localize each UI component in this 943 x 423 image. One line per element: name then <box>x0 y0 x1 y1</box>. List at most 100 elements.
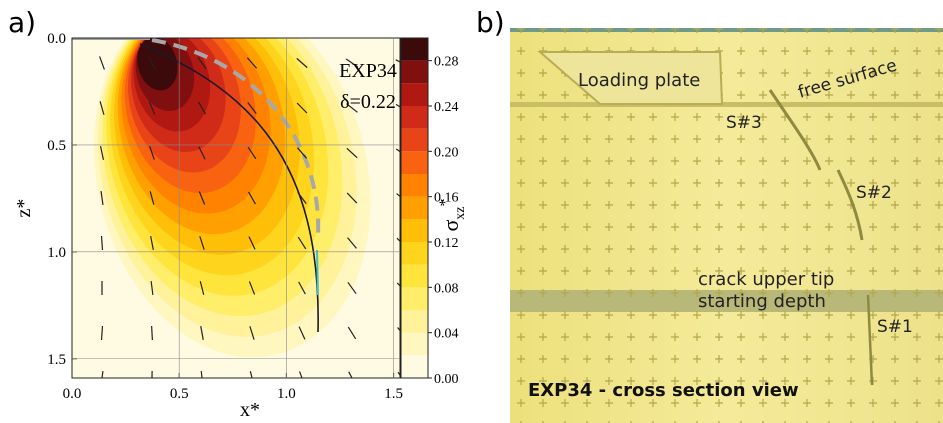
colorbar-tick-label: 0.24 <box>434 100 459 115</box>
x-tick-label: 1.0 <box>277 386 296 402</box>
stress-tick <box>246 57 258 69</box>
stress-tick <box>347 326 357 340</box>
y-tick-label: 0.5 <box>47 138 66 154</box>
stress-tick <box>396 193 400 198</box>
stress-tick <box>100 235 104 251</box>
stress-tick <box>395 59 400 63</box>
x-tick-label: 0.0 <box>63 386 82 402</box>
stress-tick <box>395 103 400 108</box>
crack-s1 <box>866 294 874 386</box>
stress-tick <box>150 280 154 296</box>
colorbar-band <box>401 264 428 288</box>
colorbar-band <box>401 128 428 152</box>
crack-s3 <box>768 89 822 171</box>
y-axis-label: z* <box>13 199 35 218</box>
stress-tick <box>148 101 156 115</box>
stress-tick <box>197 56 207 70</box>
stress-tick <box>248 236 256 250</box>
stress-tick <box>347 237 357 249</box>
stress-tick <box>197 101 207 115</box>
stress-tick <box>296 102 308 114</box>
colorbar-band <box>401 83 428 106</box>
stress-tick <box>99 146 105 160</box>
colorbar-label-sup: * <box>437 198 454 206</box>
contour-plot <box>72 38 400 378</box>
colorbar-band <box>401 38 428 61</box>
stress-tick <box>298 326 306 340</box>
stress-tick <box>149 146 155 160</box>
colorbar-band <box>401 242 428 265</box>
stress-tick <box>247 146 257 160</box>
stress-tick <box>150 236 154 250</box>
colorbar-tick-label: 0.20 <box>434 145 459 160</box>
contour-band <box>137 38 178 91</box>
stress-tick <box>296 57 308 69</box>
colorbar-band <box>401 60 428 84</box>
stress-tick <box>99 56 105 70</box>
crack-s2 <box>836 169 864 241</box>
panel-label: a) <box>8 6 36 39</box>
stress-tick <box>346 192 358 204</box>
stress-tick <box>296 147 308 159</box>
x-axis-label: x* <box>240 399 260 421</box>
y-tick-label: 0.0 <box>47 31 66 47</box>
stress-tick <box>249 371 253 378</box>
plot-frame <box>71 37 401 379</box>
annotation: crack upper tip <box>698 269 834 290</box>
stress-tick <box>148 56 156 70</box>
caption: EXP34 - cross section view <box>528 380 799 401</box>
colorbar-tick-label: 0.04 <box>434 327 459 342</box>
y-tick-label: 1.0 <box>47 245 66 261</box>
stress-tick <box>297 192 307 204</box>
colorbar-band <box>401 219 428 242</box>
grid-markers <box>510 28 943 423</box>
stress-tick <box>199 281 205 295</box>
colorbar-band <box>401 196 428 220</box>
stress-tick <box>149 191 155 205</box>
colorbar-label-main: σ <box>438 220 463 232</box>
stress-tick <box>396 237 400 242</box>
annotation: S#2 <box>856 183 892 203</box>
stress-tick <box>200 370 203 378</box>
stress-tick <box>348 371 353 378</box>
stress-tick <box>298 281 306 295</box>
colorbar-band <box>401 106 428 129</box>
stress-tick <box>249 326 255 340</box>
stress-tick <box>100 325 104 341</box>
loading-plate <box>72 38 150 40</box>
colorbar-band <box>401 332 428 356</box>
annotation: S#3 <box>726 113 762 133</box>
stress-tick <box>100 190 104 206</box>
x-tick-label: 1.5 <box>384 386 403 402</box>
colorbar-tick-label: 0.28 <box>434 55 459 70</box>
stress-tick <box>151 325 153 341</box>
stress-tick <box>198 146 206 160</box>
stress-tick <box>397 371 400 377</box>
stress-tick <box>248 281 256 295</box>
colorbar-label-sub: xz <box>453 206 468 219</box>
y-tick-label: 1.5 <box>47 352 66 368</box>
colorbar-tick-label: 0.08 <box>434 281 459 296</box>
colorbar-band <box>401 355 428 378</box>
colorbar-tick-label: 0.00 <box>434 372 459 387</box>
stress-tick <box>101 370 104 378</box>
stress-tick <box>395 148 400 153</box>
colorbar-frame <box>400 37 429 379</box>
plot-overlay <box>72 38 400 378</box>
crack-highlight <box>316 249 319 296</box>
loading-plate <box>537 51 724 105</box>
stress-tick <box>200 326 204 340</box>
stress-tick <box>346 147 358 159</box>
stress-tick <box>345 58 359 68</box>
colorbar-label: σxz* <box>437 198 468 231</box>
annotation: δ=0.22 <box>340 91 396 113</box>
crack-path <box>139 43 319 333</box>
stress-tick <box>198 191 206 205</box>
stress-tick <box>298 371 303 378</box>
stress-tick <box>397 327 400 332</box>
panel-label: b) <box>476 6 505 39</box>
annotation: EXP34 <box>339 60 397 82</box>
annotation: starting depth <box>698 291 826 312</box>
colorbar-band <box>401 151 428 174</box>
